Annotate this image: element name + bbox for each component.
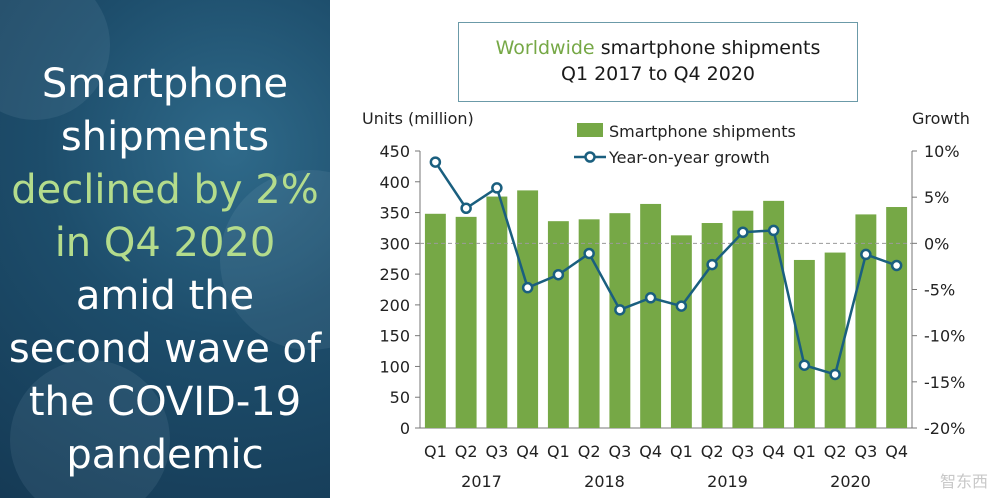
legend-swatch-marker [584, 151, 596, 163]
bar [424, 213, 446, 428]
growth-line [434, 161, 898, 377]
growth-point [583, 247, 595, 260]
growth-point [767, 224, 780, 237]
bar [793, 259, 815, 428]
growth-point [860, 248, 872, 261]
headline-line: pandemic [66, 432, 264, 478]
growth-point [552, 268, 565, 281]
growth-point [890, 259, 903, 272]
bar [455, 216, 477, 428]
y2-axis-title: Growth [912, 109, 970, 128]
x-tick-label: Q1 [547, 442, 570, 461]
y-tick-label: 0 [400, 419, 410, 438]
y2-tick-label: 0% [924, 234, 949, 253]
y-tick-label: 400 [379, 173, 410, 192]
y-tick-label: 100 [379, 357, 410, 376]
bar [640, 203, 662, 428]
y2-tick-label: -20% [924, 419, 965, 438]
chart-title: Worldwide smartphone shipments [459, 35, 857, 61]
headline-line-highlight: declined by 2% [11, 167, 319, 213]
chart-subtitle: Q1 2017 to Q4 2020 [560, 63, 756, 85]
growth-point [829, 368, 841, 381]
x-tick-label: Q2 [701, 442, 724, 461]
x-tick-label: Q4 [516, 442, 539, 461]
bar [701, 223, 723, 428]
legend-swatch-bars [577, 123, 603, 137]
x-tick-label: Q4 [639, 442, 662, 461]
growth-point [675, 300, 688, 312]
virus-decoration [10, 360, 170, 498]
y2-tick-label: -10% [924, 327, 965, 346]
watermark: 智东西 [939, 474, 988, 491]
bar [824, 252, 846, 428]
bar [578, 219, 600, 428]
x-tick-label: Q2 [578, 442, 601, 461]
headline-panel: Smartphone shipments declined by 2% in Q… [0, 0, 330, 498]
headline-line-highlight: in Q4 2020 [54, 220, 276, 266]
growth-point [614, 304, 626, 316]
y2-tick-label: 5% [924, 188, 949, 207]
growth-point [737, 226, 749, 239]
x-tick-label: Q1 [670, 442, 693, 461]
y2-tick-label: -5% [924, 281, 955, 300]
x-tick-label: Q3 [608, 442, 631, 461]
x-tick-label: Q1 [424, 442, 447, 461]
growth-point [644, 292, 657, 304]
y2-tick-label: -15% [924, 373, 965, 392]
y-tick-label: 200 [379, 296, 410, 315]
bar [517, 190, 539, 428]
growth-point [460, 202, 472, 214]
growth-point [798, 359, 811, 371]
bar [670, 235, 692, 428]
x-tick-label: Q2 [455, 442, 478, 461]
headline-line: the COVID-19 [28, 379, 302, 425]
x-tick-label: Q3 [731, 442, 754, 461]
x-year-label: 2019 [707, 472, 748, 491]
headline-line: Smartphone [41, 61, 289, 107]
headline-text: Smartphone shipments declined by 2% in Q… [0, 58, 330, 482]
bar [732, 210, 754, 428]
y-tick-label: 50 [390, 388, 410, 407]
x-tick-label: Q1 [793, 442, 816, 461]
headline-line: shipments [60, 114, 270, 160]
y2-tick-label: 10% [924, 142, 960, 161]
chart-title-box: Worldwide smartphone shipments Q1 2017 t… [458, 22, 858, 102]
bar [609, 213, 631, 428]
x-tick-label: Q4 [885, 442, 908, 461]
bar [886, 207, 908, 428]
growth-point [491, 182, 503, 194]
y-axis-title: Units (million) [362, 109, 474, 128]
x-year-label: 2020 [830, 472, 871, 491]
bar [547, 221, 569, 428]
x-year-label: 2018 [584, 472, 625, 491]
y-tick-label: 150 [379, 327, 410, 346]
growth-point [429, 156, 442, 168]
y-tick-label: 450 [379, 142, 410, 161]
bar [855, 214, 877, 428]
headline-line: amid the [75, 273, 255, 319]
x-year-label: 2017 [461, 472, 502, 491]
x-tick-label: Q3 [485, 442, 508, 461]
chart-title-accent: Worldwide [495, 37, 595, 59]
x-tick-label: Q3 [854, 442, 877, 461]
x-tick-label: Q4 [762, 442, 785, 461]
legend-label-bars: Smartphone shipments [609, 122, 796, 141]
x-tick-label: Q2 [824, 442, 847, 461]
y-tick-label: 250 [379, 265, 410, 284]
y-tick-label: 300 [379, 234, 410, 253]
chart-title-rest: smartphone shipments [600, 37, 821, 59]
bar [486, 196, 508, 428]
growth-point [706, 258, 718, 271]
legend-label-line: Year-on-year growth [608, 148, 770, 167]
growth-point [521, 281, 534, 294]
headline-line: second wave of [8, 326, 322, 372]
y-tick-label: 350 [379, 204, 410, 223]
